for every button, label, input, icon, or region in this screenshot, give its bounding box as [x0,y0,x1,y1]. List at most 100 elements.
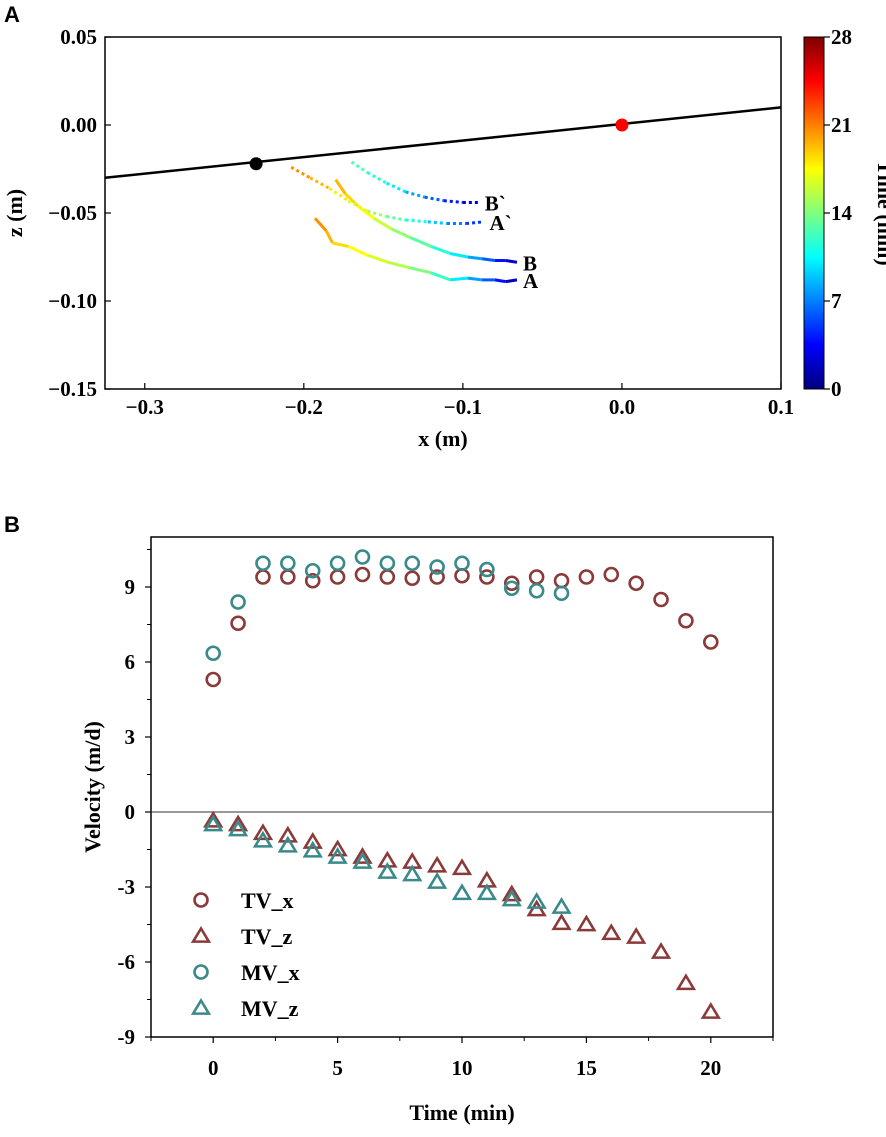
trajectory-segment [334,178,347,195]
data-point [551,896,572,914]
panel-a-ylabel: z (m) [2,189,27,237]
x-tick-label: 0.0 [609,395,635,419]
trajectory-segment [405,218,429,224]
data-point [352,851,373,869]
data-point [227,814,249,832]
data-point [252,830,274,848]
trajectory-segment [481,257,495,263]
data-point [551,913,572,931]
data-point [227,819,249,837]
x-tick-label: 0 [208,1056,219,1080]
data-point [528,582,545,599]
data-point [503,575,520,592]
data-point [377,861,398,879]
data-point [702,634,719,650]
reference-line [104,106,782,180]
series-tv-x [205,566,719,688]
data-point [451,858,473,876]
legend-label: MV_x [241,960,300,985]
black-point [249,157,263,171]
data-point [429,559,445,575]
y-tick-label: −0.10 [48,289,97,313]
data-point [503,580,520,597]
data-point [454,555,470,572]
panel-a-xlabel: x (m) [418,426,467,451]
x-tick-label: 15 [576,1056,597,1080]
trajectory-segment [409,236,432,248]
trajectory-segment [390,227,412,240]
trajectory-segment [385,181,407,194]
y-tick-label: 6 [125,650,136,674]
data-point [454,567,470,584]
red-point [615,118,629,132]
trajectory-segment [350,160,369,174]
y-tick-label: 3 [125,725,136,749]
data-point [354,566,371,583]
y-tick-label: -9 [118,1025,136,1049]
legend-entry: TV_x [193,888,294,913]
data-point [625,926,647,944]
colorbar-tick-label: 28 [831,25,852,49]
legend-label: MV_z [241,996,299,1021]
data-point [280,555,296,572]
y-tick-label: 0.05 [60,25,97,49]
trajectory-label: B [523,251,537,275]
y-tick-label: -6 [118,950,136,974]
data-point [277,835,299,853]
trajectory-segment [313,217,328,232]
panel-b: B 0 5 10 15 20 9 6 3 0 -3 -6 -9 Time (min) Velocity… [4,512,774,1125]
data-point [327,839,348,857]
trajectory-b [334,178,518,264]
series-mv-x [205,549,570,662]
colorbar-label: Time (min) [873,160,886,265]
legend-label: TV_z [241,924,293,949]
trajectory-segment [347,199,369,213]
trajectory-segment [387,260,410,270]
data-point [354,549,371,565]
data-point [528,569,545,585]
data-point [252,823,274,841]
data-point [205,671,221,688]
data-point [280,569,296,585]
trajectory-segment [328,187,350,202]
data-point [576,914,597,932]
data-point [404,570,421,587]
colorbar-tick-label: 14 [831,201,853,225]
x-tick-label: −0.3 [126,395,164,419]
legend-entry: MV_x [193,960,300,985]
colorbar-tick-label: 7 [831,289,842,313]
panel-a: A −0.3 −0.2 −0.1 0.0 0.1 0.05 0.00 −0.05 −0.10 −0… [2,2,886,451]
trajectory-segment [430,245,451,255]
data-point [601,923,622,941]
y-tick-label: 0 [125,800,136,824]
x-tick-label: 0.1 [768,395,794,419]
data-point [379,555,396,572]
data-point [653,591,669,608]
data-point [203,810,224,828]
colorbar-tick-label: 0 [831,377,842,401]
trajectory-segment [424,195,445,203]
trajectory-segment [505,278,518,284]
data-point [578,569,595,585]
trajectory-segment [405,190,426,199]
data-point [479,561,495,578]
legend-entry: MV_z [190,996,299,1021]
data-point [327,846,348,864]
trajectory-segment [408,266,432,275]
legend-entry: TV_z [190,924,293,949]
data-point [255,569,271,585]
trajectory-segment [366,171,388,185]
trajectory-segment [430,271,451,282]
trajectory-segment [366,253,389,264]
trajectory-segment [347,245,369,257]
data-point [650,941,672,959]
data-point [404,555,421,572]
data-point [451,883,473,901]
trajectory-b-prime [350,160,479,204]
trajectory-segment [332,241,349,248]
panel-a-frame [104,36,782,390]
trajectory-segment [467,255,483,261]
data-point [205,645,221,662]
data-point [203,814,224,832]
trajectory-segment [505,259,518,264]
